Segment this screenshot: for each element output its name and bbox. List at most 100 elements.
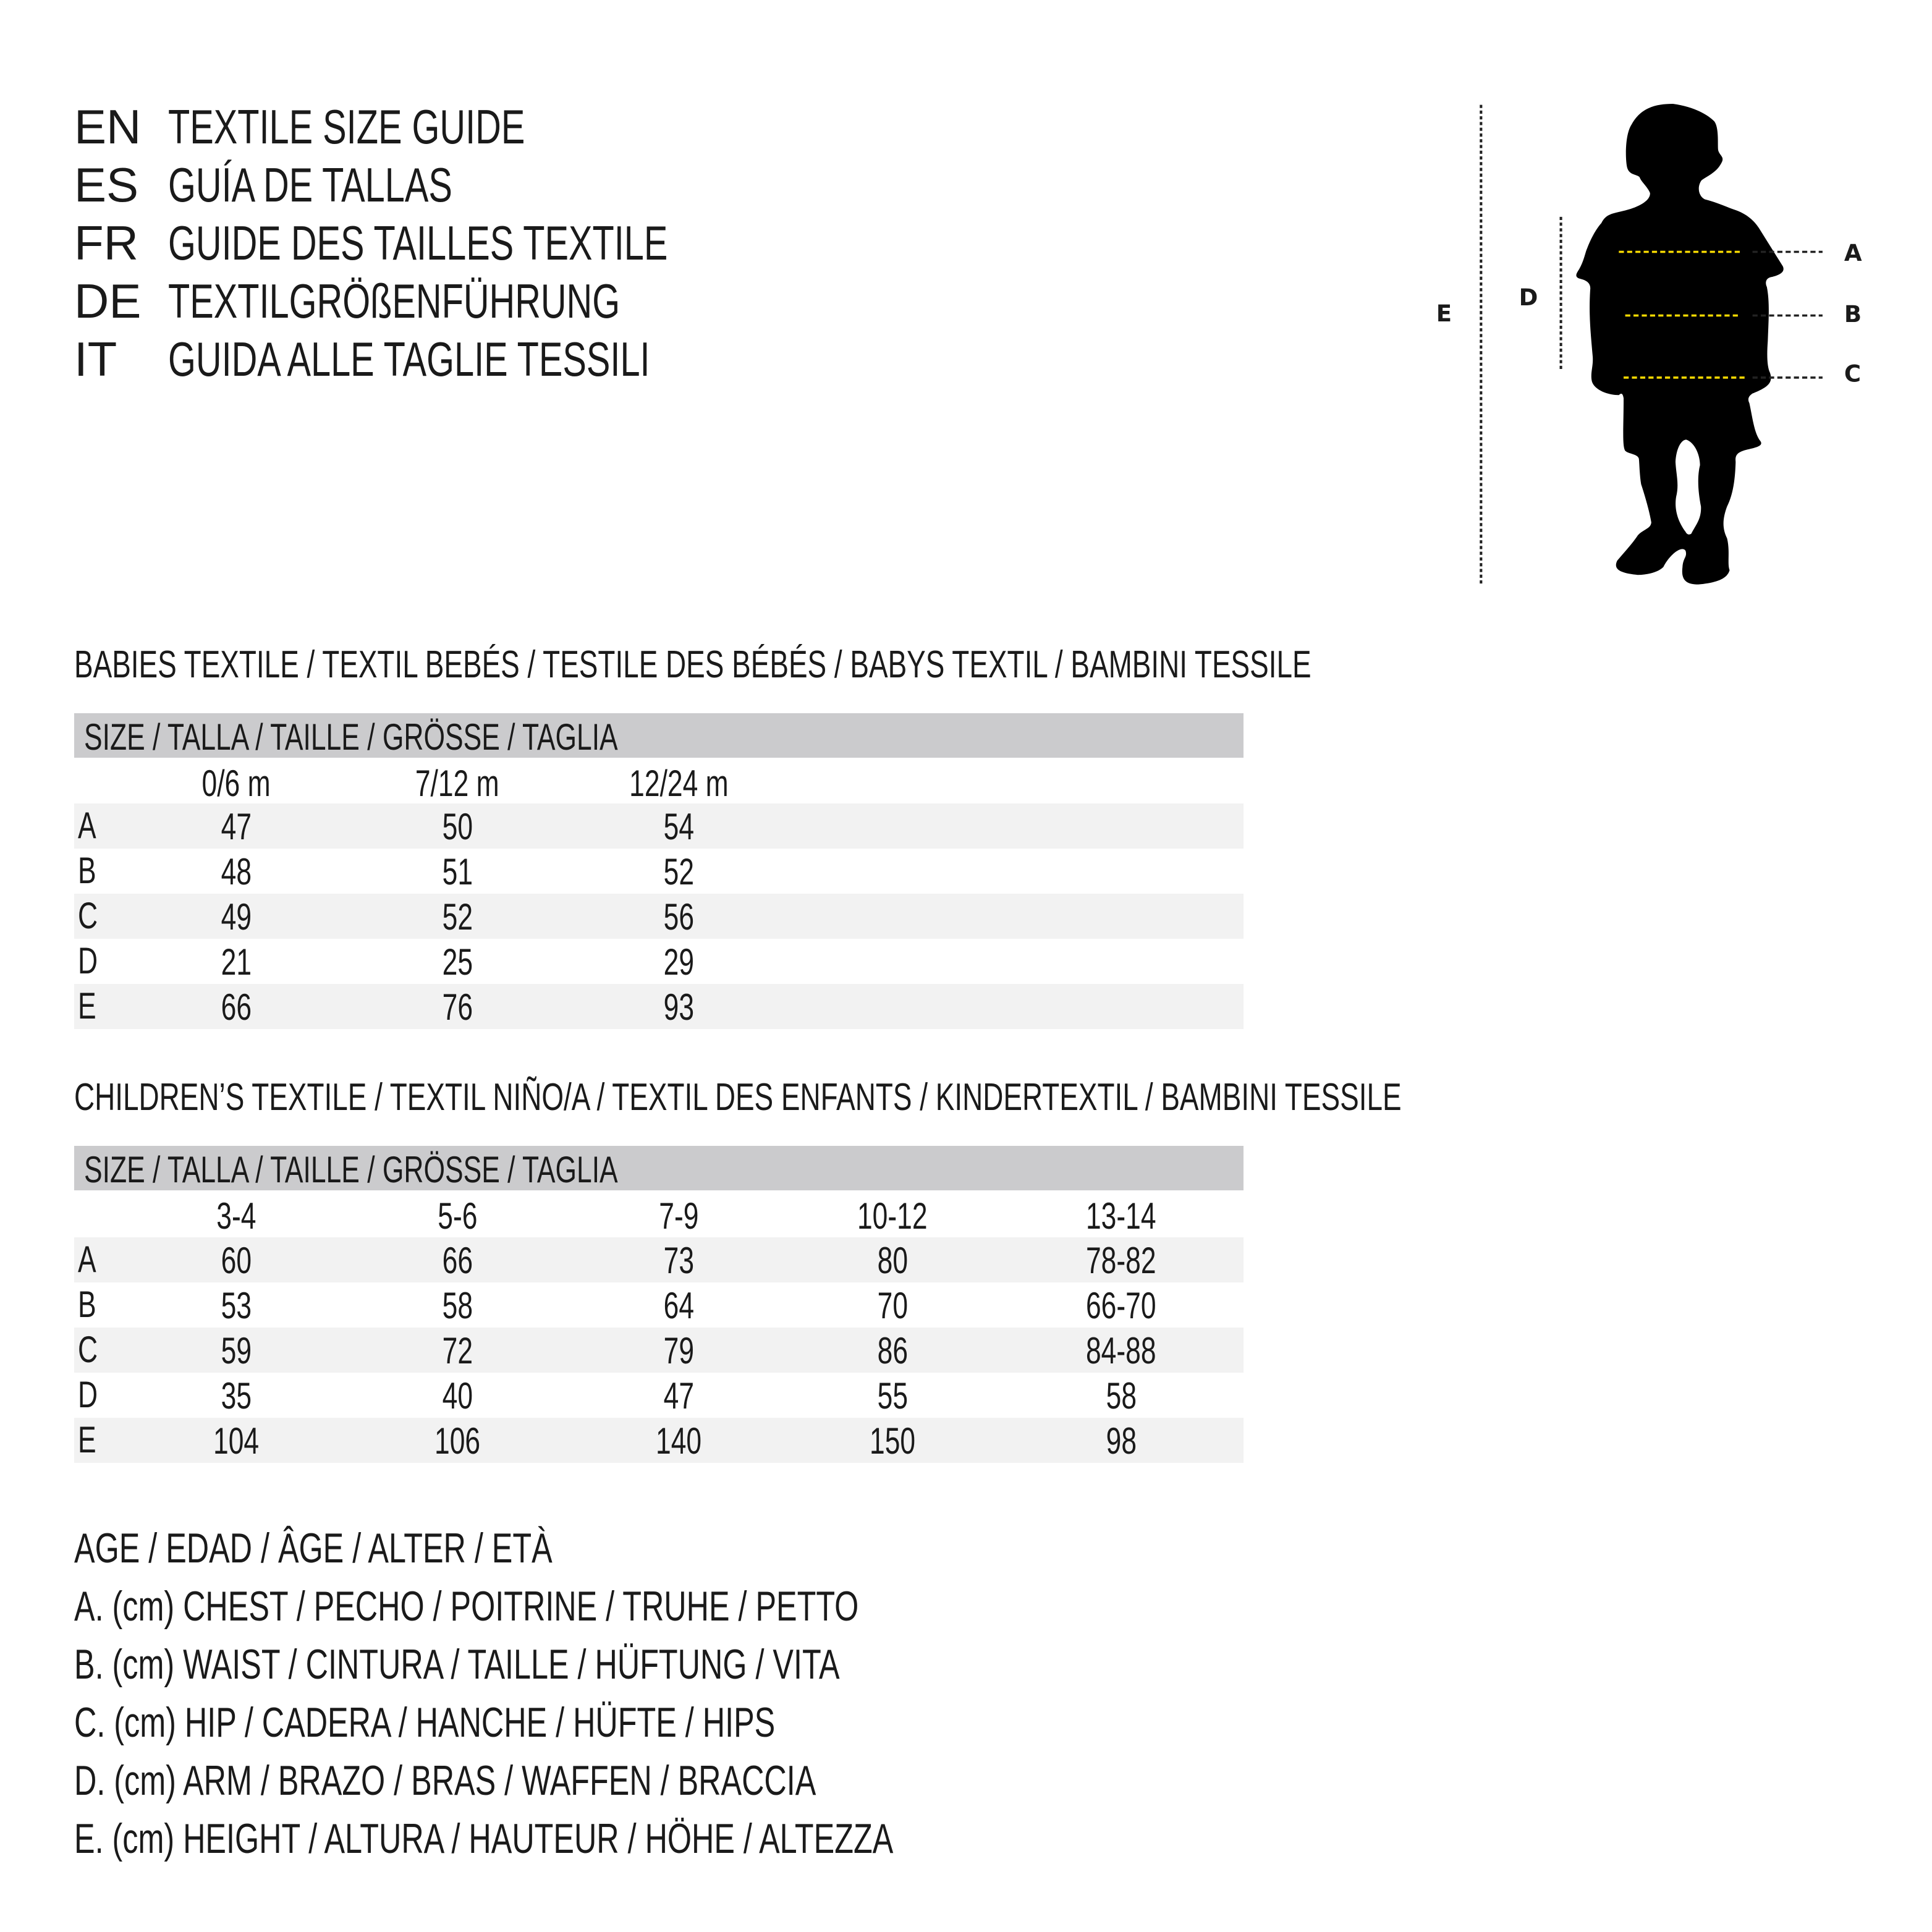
table-row: D 21 25 29: [74, 939, 1244, 984]
title-text: TEXTILE SIZE GUIDE: [168, 100, 525, 154]
table-cell: 56: [663, 896, 694, 938]
table-cell: 58: [442, 1285, 473, 1326]
column-header: 0/6 m: [201, 763, 271, 804]
table-cell: 79: [663, 1330, 694, 1371]
table-cell: 64: [663, 1285, 694, 1326]
title-line-en: EN TEXTILE SIZE GUIDE: [0, 98, 742, 156]
column-header: 10-12: [857, 1195, 928, 1237]
babies-section-title: BABIES TEXTILE / TEXTIL BEBÉS / TESTILE …: [74, 643, 1311, 686]
table-cell: 53: [221, 1285, 252, 1326]
row-label: D: [78, 940, 98, 981]
title-text: GUIDA ALLE TAGLIE TESSILI: [168, 332, 650, 386]
language-code: IT: [74, 332, 117, 386]
table-cell: 66-70: [1086, 1285, 1156, 1326]
label-a: A: [1844, 240, 1862, 266]
title-line-it: IT GUIDA ALLE TAGLIE TESSILI: [0, 330, 742, 388]
legend-age: AGE / EDAD / ÂGE / ALTER / ETÀ: [74, 1525, 553, 1572]
table-cell: 58: [1106, 1375, 1137, 1417]
row-label: B: [78, 1284, 96, 1325]
column-header: 3-4: [216, 1195, 256, 1237]
column-header: 5-6: [437, 1195, 478, 1237]
table-cell: 93: [663, 986, 694, 1028]
table-row: B 48 51 52: [74, 849, 1244, 894]
table-cell: 35: [221, 1375, 252, 1417]
language-code: EN: [74, 100, 142, 154]
title-text: GUÍA DE TALLAS: [168, 158, 452, 212]
table-cell: 49: [221, 896, 252, 938]
children-size-header: SIZE / TALLA / TAILLE / GRÖSSE / TAGLIA: [74, 1146, 1244, 1190]
language-code: FR: [74, 216, 138, 270]
legend-arm: D. (cm) ARM / BRAZO / BRAS / WAFFEN / BR…: [74, 1757, 816, 1804]
table-cell: 29: [663, 941, 694, 983]
table-cell: 48: [221, 851, 252, 892]
table-cell: 72: [442, 1330, 473, 1371]
column-header: 7-9: [658, 1195, 699, 1237]
legend-height: E. (cm) HEIGHT / ALTURA / HAUTEUR / HÖHE…: [74, 1815, 894, 1862]
row-label: C: [78, 1329, 98, 1370]
table-cell: 86: [877, 1330, 908, 1371]
babies-column-headers: 0/6 m 7/12 m 12/24 m: [74, 760, 1244, 805]
row-label: B: [78, 850, 96, 891]
table-cell: 70: [877, 1285, 908, 1326]
table-row: C 59 72 79 86 84-88: [74, 1328, 1244, 1373]
table-cell: 80: [877, 1240, 908, 1281]
babies-size-header: SIZE / TALLA / TAILLE / GRÖSSE / TAGLIA: [74, 713, 1244, 758]
row-label: C: [78, 895, 98, 936]
table-cell: 55: [877, 1375, 908, 1417]
table-cell: 84-88: [1086, 1330, 1156, 1371]
table-row: D 35 40 47 55 58: [74, 1373, 1244, 1418]
table-cell: 150: [869, 1420, 916, 1462]
title-line-fr: FR GUIDE DES TAILLES TEXTILE: [0, 214, 742, 272]
title-line-es: ES GUÍA DE TALLAS: [0, 156, 742, 214]
legend-chest: A. (cm) CHEST / PECHO / POITRINE / TRUHE…: [74, 1583, 859, 1630]
label-b: B: [1844, 301, 1862, 328]
language-code: DE: [74, 274, 142, 328]
table-cell: 47: [221, 806, 252, 847]
table-row: E 66 76 93: [74, 984, 1244, 1029]
column-header: 13-14: [1086, 1195, 1156, 1237]
table-row: C 49 52 56: [74, 894, 1244, 939]
label-e: E: [1436, 300, 1452, 327]
table-cell: 66: [442, 1240, 473, 1281]
children-column-headers: 3-4 5-6 7-9 10-12 13-14: [74, 1193, 1244, 1238]
table-cell: 52: [663, 851, 694, 892]
table-row: A 60 66 73 80 78-82: [74, 1237, 1244, 1282]
column-header: 12/24 m: [629, 763, 729, 804]
title-text: GUIDE DES TAILLES TEXTILE: [168, 216, 668, 270]
row-label: E: [78, 1419, 96, 1460]
table-cell: 140: [655, 1420, 702, 1462]
table-cell: 98: [1106, 1420, 1137, 1462]
table-cell: 73: [663, 1240, 694, 1281]
table-cell: 40: [442, 1375, 473, 1417]
table-cell: 21: [221, 941, 252, 983]
table-cell: 104: [213, 1420, 260, 1462]
table-cell: 78-82: [1086, 1240, 1156, 1281]
title-text: TEXTILGRÖßENFÜHRUNG: [168, 274, 621, 328]
table-cell: 59: [221, 1330, 252, 1371]
label-c: C: [1844, 361, 1861, 388]
row-label: A: [78, 805, 96, 846]
table-cell: 52: [442, 896, 473, 938]
table-cell: 66: [221, 986, 252, 1028]
legend-waist: B. (cm) WAIST / CINTURA / TAILLE / HÜFTU…: [74, 1641, 840, 1688]
table-cell: 60: [221, 1240, 252, 1281]
table-cell: 106: [434, 1420, 481, 1462]
row-label: E: [78, 985, 96, 1027]
table-cell: 25: [442, 941, 473, 983]
child-silhouette: [1576, 104, 1784, 585]
row-label: A: [78, 1239, 96, 1280]
table-row: B 53 58 64 70 66-70: [74, 1282, 1244, 1328]
title-line-de: DE TEXTILGRÖßENFÜHRUNG: [0, 272, 742, 330]
table-cell: 54: [663, 806, 694, 847]
legend-hip: C. (cm) HIP / CADERA / HANCHE / HÜFTE / …: [74, 1699, 776, 1746]
column-header: 7/12 m: [415, 763, 499, 804]
table-cell: 76: [442, 986, 473, 1028]
table-row: A 47 50 54: [74, 803, 1244, 849]
table-cell: 47: [663, 1375, 694, 1417]
row-label: D: [78, 1374, 98, 1415]
children-section-title: CHILDREN’S TEXTILE / TEXTIL NIÑO/A / TEX…: [74, 1076, 1402, 1119]
label-d: D: [1519, 284, 1538, 311]
table-cell: 50: [442, 806, 473, 847]
